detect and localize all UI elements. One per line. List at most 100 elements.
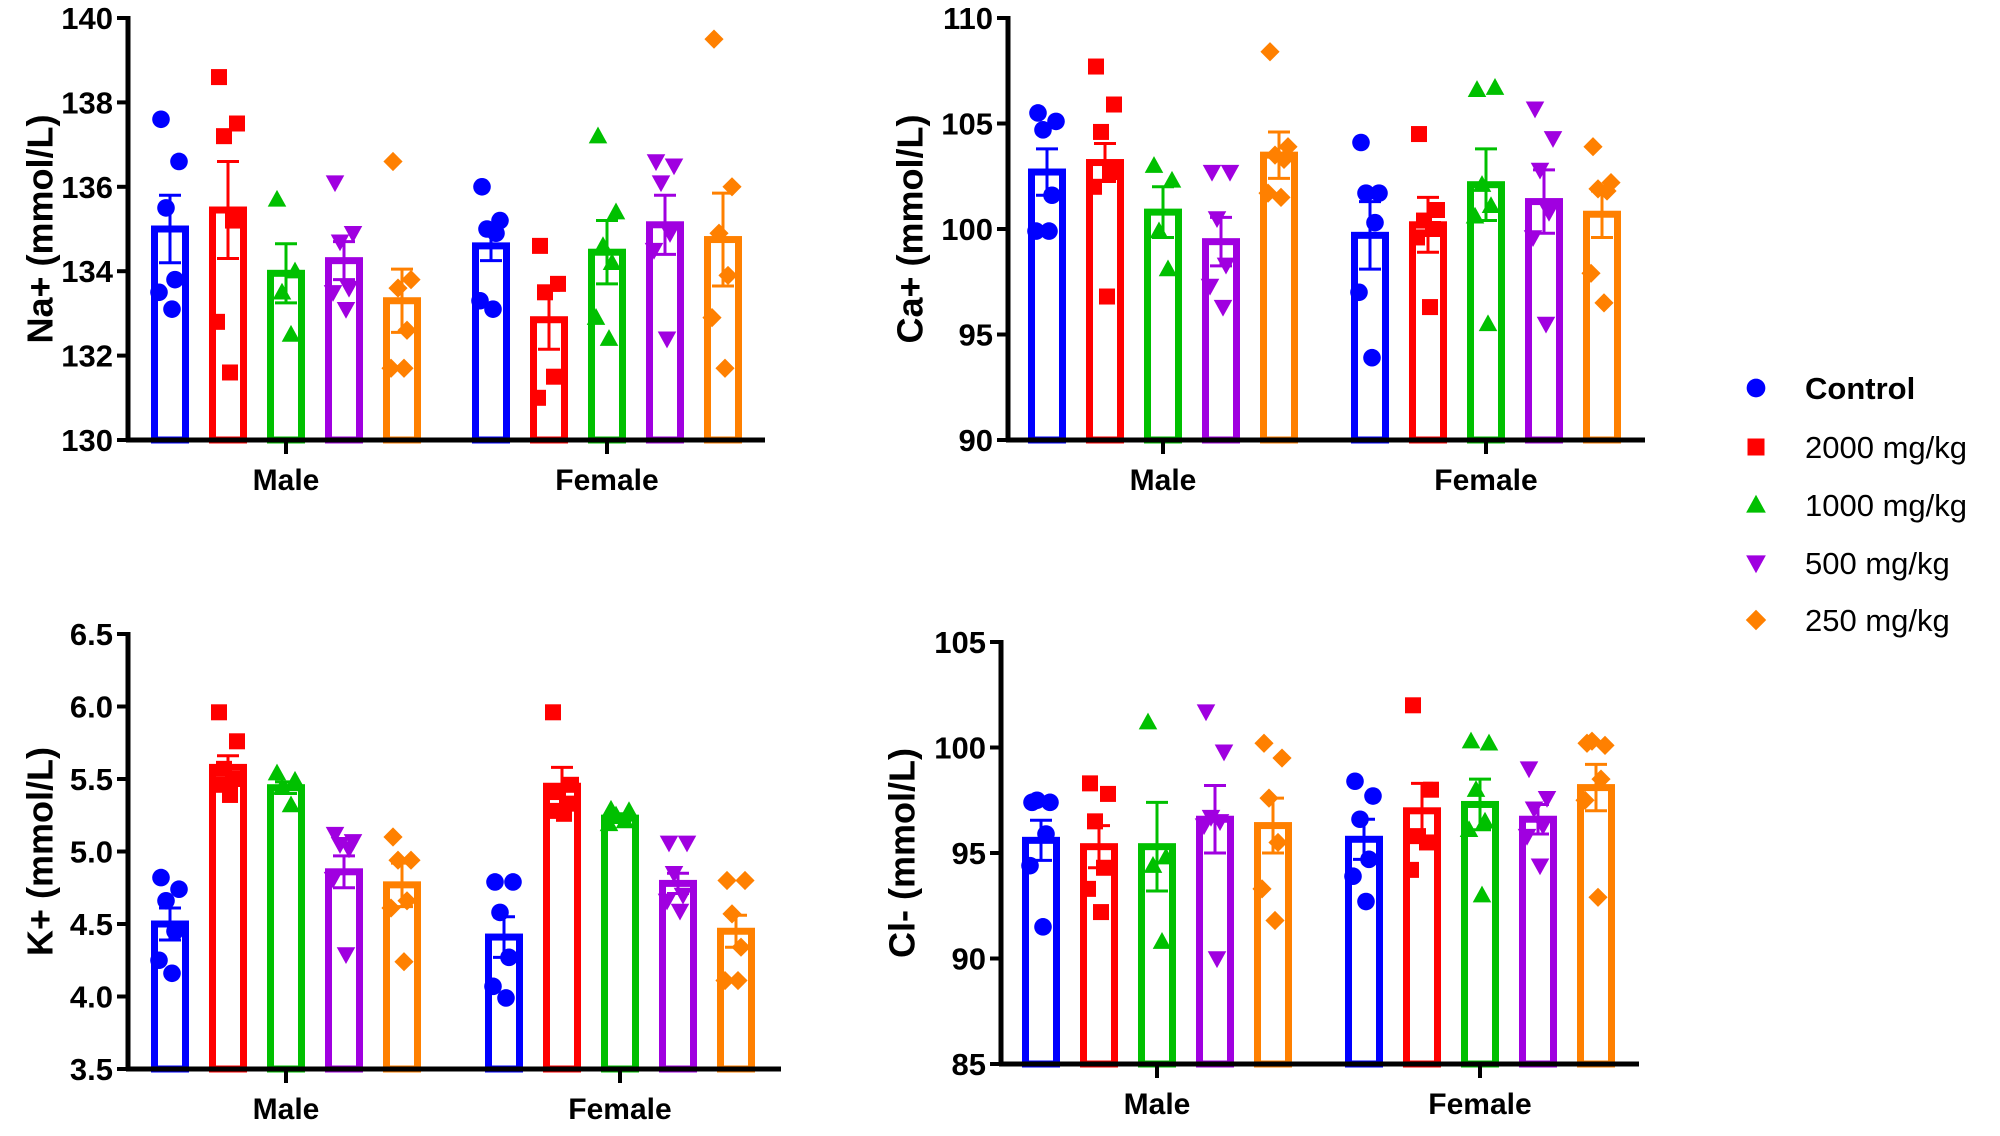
bar-female-1 xyxy=(543,782,581,1073)
data-point xyxy=(556,805,572,822)
data-point xyxy=(1595,735,1615,755)
legend-label: 1000 mg/kg xyxy=(1805,488,1967,523)
data-point xyxy=(1422,299,1438,316)
data-point xyxy=(1524,801,1544,819)
data-point xyxy=(222,786,238,803)
data-point xyxy=(1581,263,1601,283)
data-point xyxy=(704,29,724,49)
data-point xyxy=(1423,781,1439,798)
y-tick-label: 136 xyxy=(61,170,113,205)
data-point xyxy=(401,270,421,290)
y-tick-label: 100 xyxy=(941,212,993,247)
data-point xyxy=(657,331,677,349)
data-point xyxy=(388,850,408,870)
y-axis-title: K+ (mmol/L) xyxy=(20,747,61,956)
data-point xyxy=(394,358,414,378)
data-point xyxy=(1216,257,1236,275)
legend-item: 2000 mg/kg xyxy=(1747,430,1967,465)
data-point xyxy=(1357,184,1375,202)
data-point xyxy=(216,128,232,145)
data-point xyxy=(1093,904,1109,921)
data-point xyxy=(1360,850,1378,869)
data-point xyxy=(285,770,305,788)
data-point xyxy=(1351,810,1369,829)
data-point xyxy=(1274,149,1294,169)
data-point xyxy=(209,776,225,793)
data-point xyxy=(1575,790,1595,810)
data-point xyxy=(1350,283,1368,302)
data-point xyxy=(546,368,562,385)
data-point xyxy=(543,802,559,819)
data-point xyxy=(657,893,677,911)
bar-male-4 xyxy=(1254,822,1292,1068)
data-point xyxy=(267,189,287,207)
data-point xyxy=(152,110,170,129)
data-point xyxy=(383,827,403,847)
data-point xyxy=(659,835,679,853)
data-point xyxy=(336,301,356,319)
data-point xyxy=(1207,211,1227,229)
data-point xyxy=(1043,186,1061,205)
data-point xyxy=(1461,731,1481,749)
data-point xyxy=(504,873,522,891)
data-point xyxy=(722,177,742,197)
data-point xyxy=(593,236,613,254)
bar-female-4 xyxy=(1583,210,1621,444)
data-point xyxy=(718,265,738,286)
data-point xyxy=(660,226,680,243)
data-point xyxy=(1258,183,1278,203)
data-point xyxy=(1591,769,1611,789)
data-point xyxy=(735,870,755,891)
y-tick-label: 4.0 xyxy=(70,980,113,1015)
data-point xyxy=(599,814,619,832)
data-point xyxy=(381,898,401,918)
data-point xyxy=(1530,162,1550,180)
data-point xyxy=(1344,867,1362,886)
data-point xyxy=(157,892,175,910)
data-point xyxy=(563,776,579,793)
y-tick-label: 105 xyxy=(934,625,986,660)
data-point xyxy=(1583,137,1603,157)
data-point xyxy=(602,253,622,270)
data-point xyxy=(1481,196,1501,213)
x-category-label: Male xyxy=(1124,1088,1191,1121)
data-point xyxy=(1363,348,1381,367)
bar-female-1 xyxy=(1409,221,1447,444)
legend: Control 2000 mg/kg 1000 mg/kg 500 mg/kg 250 … xyxy=(1745,371,1967,638)
data-point xyxy=(1364,787,1382,805)
data-point xyxy=(323,871,343,889)
data-point xyxy=(1265,145,1285,165)
data-point xyxy=(323,285,343,302)
data-point xyxy=(709,223,729,243)
data-point xyxy=(1523,230,1543,248)
data-point xyxy=(222,364,238,381)
y-tick-label: 95 xyxy=(959,318,993,353)
data-point xyxy=(1034,121,1052,139)
data-point xyxy=(471,291,489,310)
data-point xyxy=(1588,887,1608,907)
data-point xyxy=(664,158,684,176)
bar-male-3 xyxy=(1202,238,1240,444)
data-point xyxy=(545,704,561,721)
data-point xyxy=(1041,793,1059,812)
data-point xyxy=(1028,791,1046,810)
y-tick-label: 4.5 xyxy=(70,907,113,942)
data-point xyxy=(1138,712,1158,730)
y-tick-label: 90 xyxy=(952,942,986,977)
data-point xyxy=(325,175,345,193)
data-point xyxy=(211,69,227,86)
data-point xyxy=(1357,892,1375,911)
data-point xyxy=(715,970,735,991)
data-point xyxy=(1485,78,1505,95)
data-point xyxy=(1594,293,1614,313)
data-point xyxy=(702,308,722,328)
y-tick-label: 5.0 xyxy=(70,835,113,870)
data-point xyxy=(1093,123,1109,140)
data-point xyxy=(157,199,175,217)
data-point xyxy=(1196,704,1216,722)
data-point xyxy=(388,278,408,298)
data-point xyxy=(715,358,735,378)
data-point xyxy=(484,977,502,996)
data-point xyxy=(1202,164,1222,182)
